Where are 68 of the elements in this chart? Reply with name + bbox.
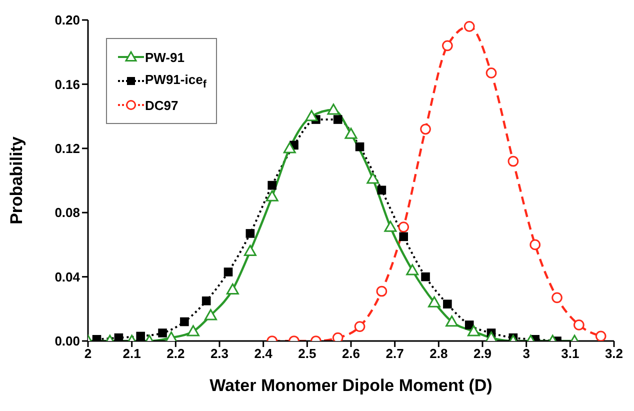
point xyxy=(266,190,278,202)
point xyxy=(332,332,344,341)
point xyxy=(136,332,145,341)
point xyxy=(376,286,388,297)
y-tick-label: 0.00 xyxy=(54,334,80,349)
point xyxy=(186,325,200,336)
point xyxy=(305,110,318,122)
point xyxy=(283,142,296,154)
point xyxy=(344,128,358,139)
x-tick-label: 2.3 xyxy=(210,346,229,362)
y-tick-label: 0.04 xyxy=(54,269,81,284)
point xyxy=(486,68,497,78)
x-axis-title: Water Monomer Dipole Moment (D) xyxy=(210,376,492,395)
x-tick-label: 3.1 xyxy=(561,346,580,362)
y-tick-label: 0.20 xyxy=(54,12,80,28)
x-tick-label: 2.6 xyxy=(342,346,360,362)
point xyxy=(204,309,217,320)
x-tick-label: 2 xyxy=(84,346,92,362)
legend-label: PW-91 xyxy=(145,50,184,64)
point xyxy=(442,40,453,52)
legend-label: PW91-ice$_{f}$ xyxy=(145,72,206,90)
point xyxy=(377,186,386,195)
point xyxy=(114,333,124,341)
point xyxy=(530,239,541,250)
x-tick-label: 2.2 xyxy=(166,346,185,362)
point xyxy=(406,264,419,276)
point xyxy=(467,325,480,336)
x-tick-label: 3 xyxy=(522,346,530,362)
point xyxy=(202,296,211,306)
point xyxy=(485,332,498,341)
point xyxy=(421,272,430,282)
point xyxy=(428,296,441,308)
point xyxy=(443,300,452,308)
x-tick-label: 2.9 xyxy=(473,346,492,362)
point xyxy=(354,321,366,332)
point xyxy=(158,328,167,338)
y-tick-label: 0.12 xyxy=(54,141,80,156)
x-tick-label: 2.5 xyxy=(298,346,316,362)
point xyxy=(508,156,519,167)
point xyxy=(384,220,397,232)
point xyxy=(327,104,340,115)
point xyxy=(355,142,364,152)
point xyxy=(246,229,255,238)
point xyxy=(224,268,233,276)
point xyxy=(398,222,410,232)
y-tick-label: 0.16 xyxy=(54,76,80,92)
point xyxy=(420,124,431,135)
point xyxy=(226,283,239,295)
y-tick-label: 0.08 xyxy=(54,205,80,220)
point xyxy=(552,292,562,304)
x-tick-label: 2.4 xyxy=(254,346,274,362)
x-tick-label: 3.2 xyxy=(604,346,624,362)
point xyxy=(446,315,458,327)
x-tick-label: 2.1 xyxy=(122,346,141,362)
point xyxy=(165,332,178,341)
point xyxy=(244,244,256,256)
y-axis-title: Probability xyxy=(7,136,26,224)
x-tick-label: 2.7 xyxy=(386,346,404,362)
point xyxy=(595,330,606,341)
x-tick-label: 2.8 xyxy=(430,346,448,362)
legend-label: DC97 xyxy=(145,98,178,112)
point xyxy=(574,320,584,330)
point xyxy=(399,232,408,242)
point xyxy=(333,115,342,124)
point xyxy=(180,317,189,326)
point xyxy=(366,172,380,184)
point xyxy=(268,180,276,190)
point xyxy=(464,20,475,32)
